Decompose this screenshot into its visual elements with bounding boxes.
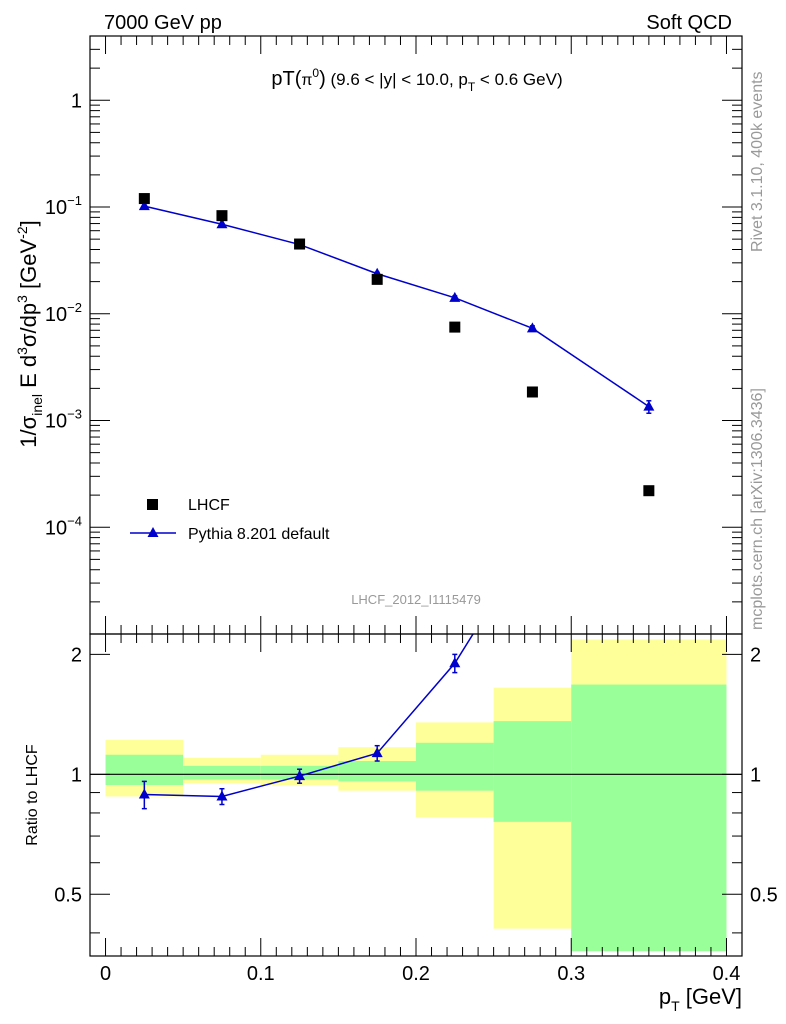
ratio-xtick-label: 0.4 bbox=[713, 963, 741, 985]
legend-lhcf-label: LHCF bbox=[188, 497, 230, 514]
header-left: 7000 GeV pp bbox=[104, 12, 222, 34]
ratio-plot-layer bbox=[90, 533, 742, 952]
main-ytick-label: 10−2 bbox=[45, 300, 82, 326]
ratio-pythia-point bbox=[527, 533, 538, 543]
ratio-xlabel: pT [GeV] bbox=[659, 984, 742, 1014]
svg-text:1/σinel E d3σ/dp3 [GeV-2]: 1/σinel E d3σ/dp3 [GeV-2] bbox=[14, 220, 45, 447]
main-plot-layer bbox=[138, 193, 655, 497]
ratio-band-inner bbox=[416, 742, 494, 791]
legend-lhcf-marker bbox=[147, 499, 158, 510]
ratio-pythia-point bbox=[371, 747, 383, 758]
legend: LHCF Pythia 8.201 default bbox=[130, 497, 330, 543]
ratio-panel: 0.5 0.5 1 1 2 2 0 0.1 0.2 0.3 0.4 Ratio to LHCF pT… bbox=[24, 533, 778, 1014]
ratio-band-inner bbox=[338, 761, 416, 782]
lhcf-point bbox=[643, 485, 655, 497]
ratio-ytick-label-left: 1 bbox=[71, 764, 82, 786]
main-ylabel: 1/σinel E d3σ/dp3 [GeV-2] bbox=[14, 220, 45, 447]
pythia-point bbox=[449, 291, 461, 302]
main-frame bbox=[89, 35, 743, 635]
pythia-line bbox=[144, 205, 650, 408]
pythia-point bbox=[526, 322, 538, 333]
main-title: pT(π0) (9.6 < |y| < 10.0, pT < 0.6 GeV) bbox=[271, 66, 562, 94]
lhcf-point bbox=[294, 238, 306, 250]
main-ytick-label: 10−4 bbox=[45, 513, 82, 539]
lhcf-point bbox=[216, 210, 228, 222]
ratio-xtick-label: 0 bbox=[100, 963, 111, 985]
lhcf-point bbox=[449, 321, 461, 333]
ratio-ytick-label-right: 2 bbox=[750, 644, 761, 666]
ratio-band-inner bbox=[571, 684, 727, 952]
main-ticks: 1 10−1 10−2 10−3 10−4 bbox=[45, 35, 742, 635]
ratio-xtick-label: 0.1 bbox=[247, 963, 275, 985]
lhcf-point bbox=[138, 193, 150, 205]
ratio-ytick-label-right: 0.5 bbox=[750, 884, 778, 906]
ratio-xtick-label: 0.2 bbox=[402, 963, 430, 985]
ratio-band-inner bbox=[105, 754, 184, 786]
ratio-pythia-point bbox=[449, 657, 461, 668]
ratio-xtick-label: 0.3 bbox=[557, 963, 585, 985]
ratio-ticks: 0.5 0.5 1 1 2 2 0 0.1 0.2 0.3 0.4 bbox=[54, 634, 778, 985]
ratio-ytick-label-left: 0.5 bbox=[54, 884, 82, 906]
ratio-ytick-label-right: 1 bbox=[750, 764, 761, 786]
ratio-pythia-point bbox=[138, 788, 150, 799]
ratio-ylabel: Ratio to LHCF bbox=[24, 744, 41, 846]
site-label: mcplots.cern.ch [arXiv:1306.3436] bbox=[749, 388, 766, 630]
ratio-ytick-label-left: 2 bbox=[71, 644, 82, 666]
legend-pythia-label: Pythia 8.201 default bbox=[188, 526, 330, 543]
main-panel: 1 10−1 10−2 10−3 10−4 pT(π0) (9.6 < |y| < 10… bbox=[14, 35, 743, 635]
pythia-point bbox=[216, 218, 228, 229]
rivet-label: Rivet 3.1.10, 400k events bbox=[749, 71, 766, 252]
main-ytick-label: 10−3 bbox=[45, 407, 82, 433]
header-right: Soft QCD bbox=[646, 12, 732, 34]
main-ytick-label: 1 bbox=[71, 90, 82, 112]
pythia-point bbox=[643, 400, 655, 411]
analysis-watermark: LHCF_2012_I1115479 bbox=[351, 592, 481, 607]
legend-pythia-marker bbox=[147, 527, 159, 537]
lhcf-point bbox=[371, 273, 383, 285]
ratio-band-inner bbox=[183, 765, 261, 780]
ratio-pythia-point bbox=[216, 790, 228, 801]
ratio-pythia-line bbox=[144, 634, 474, 798]
ratio-band-inner bbox=[493, 721, 572, 822]
lhcf-point bbox=[526, 386, 538, 398]
ratio-pythia-point bbox=[294, 770, 306, 781]
pythia-point bbox=[138, 200, 150, 211]
main-ytick-label: 10−1 bbox=[45, 193, 82, 219]
